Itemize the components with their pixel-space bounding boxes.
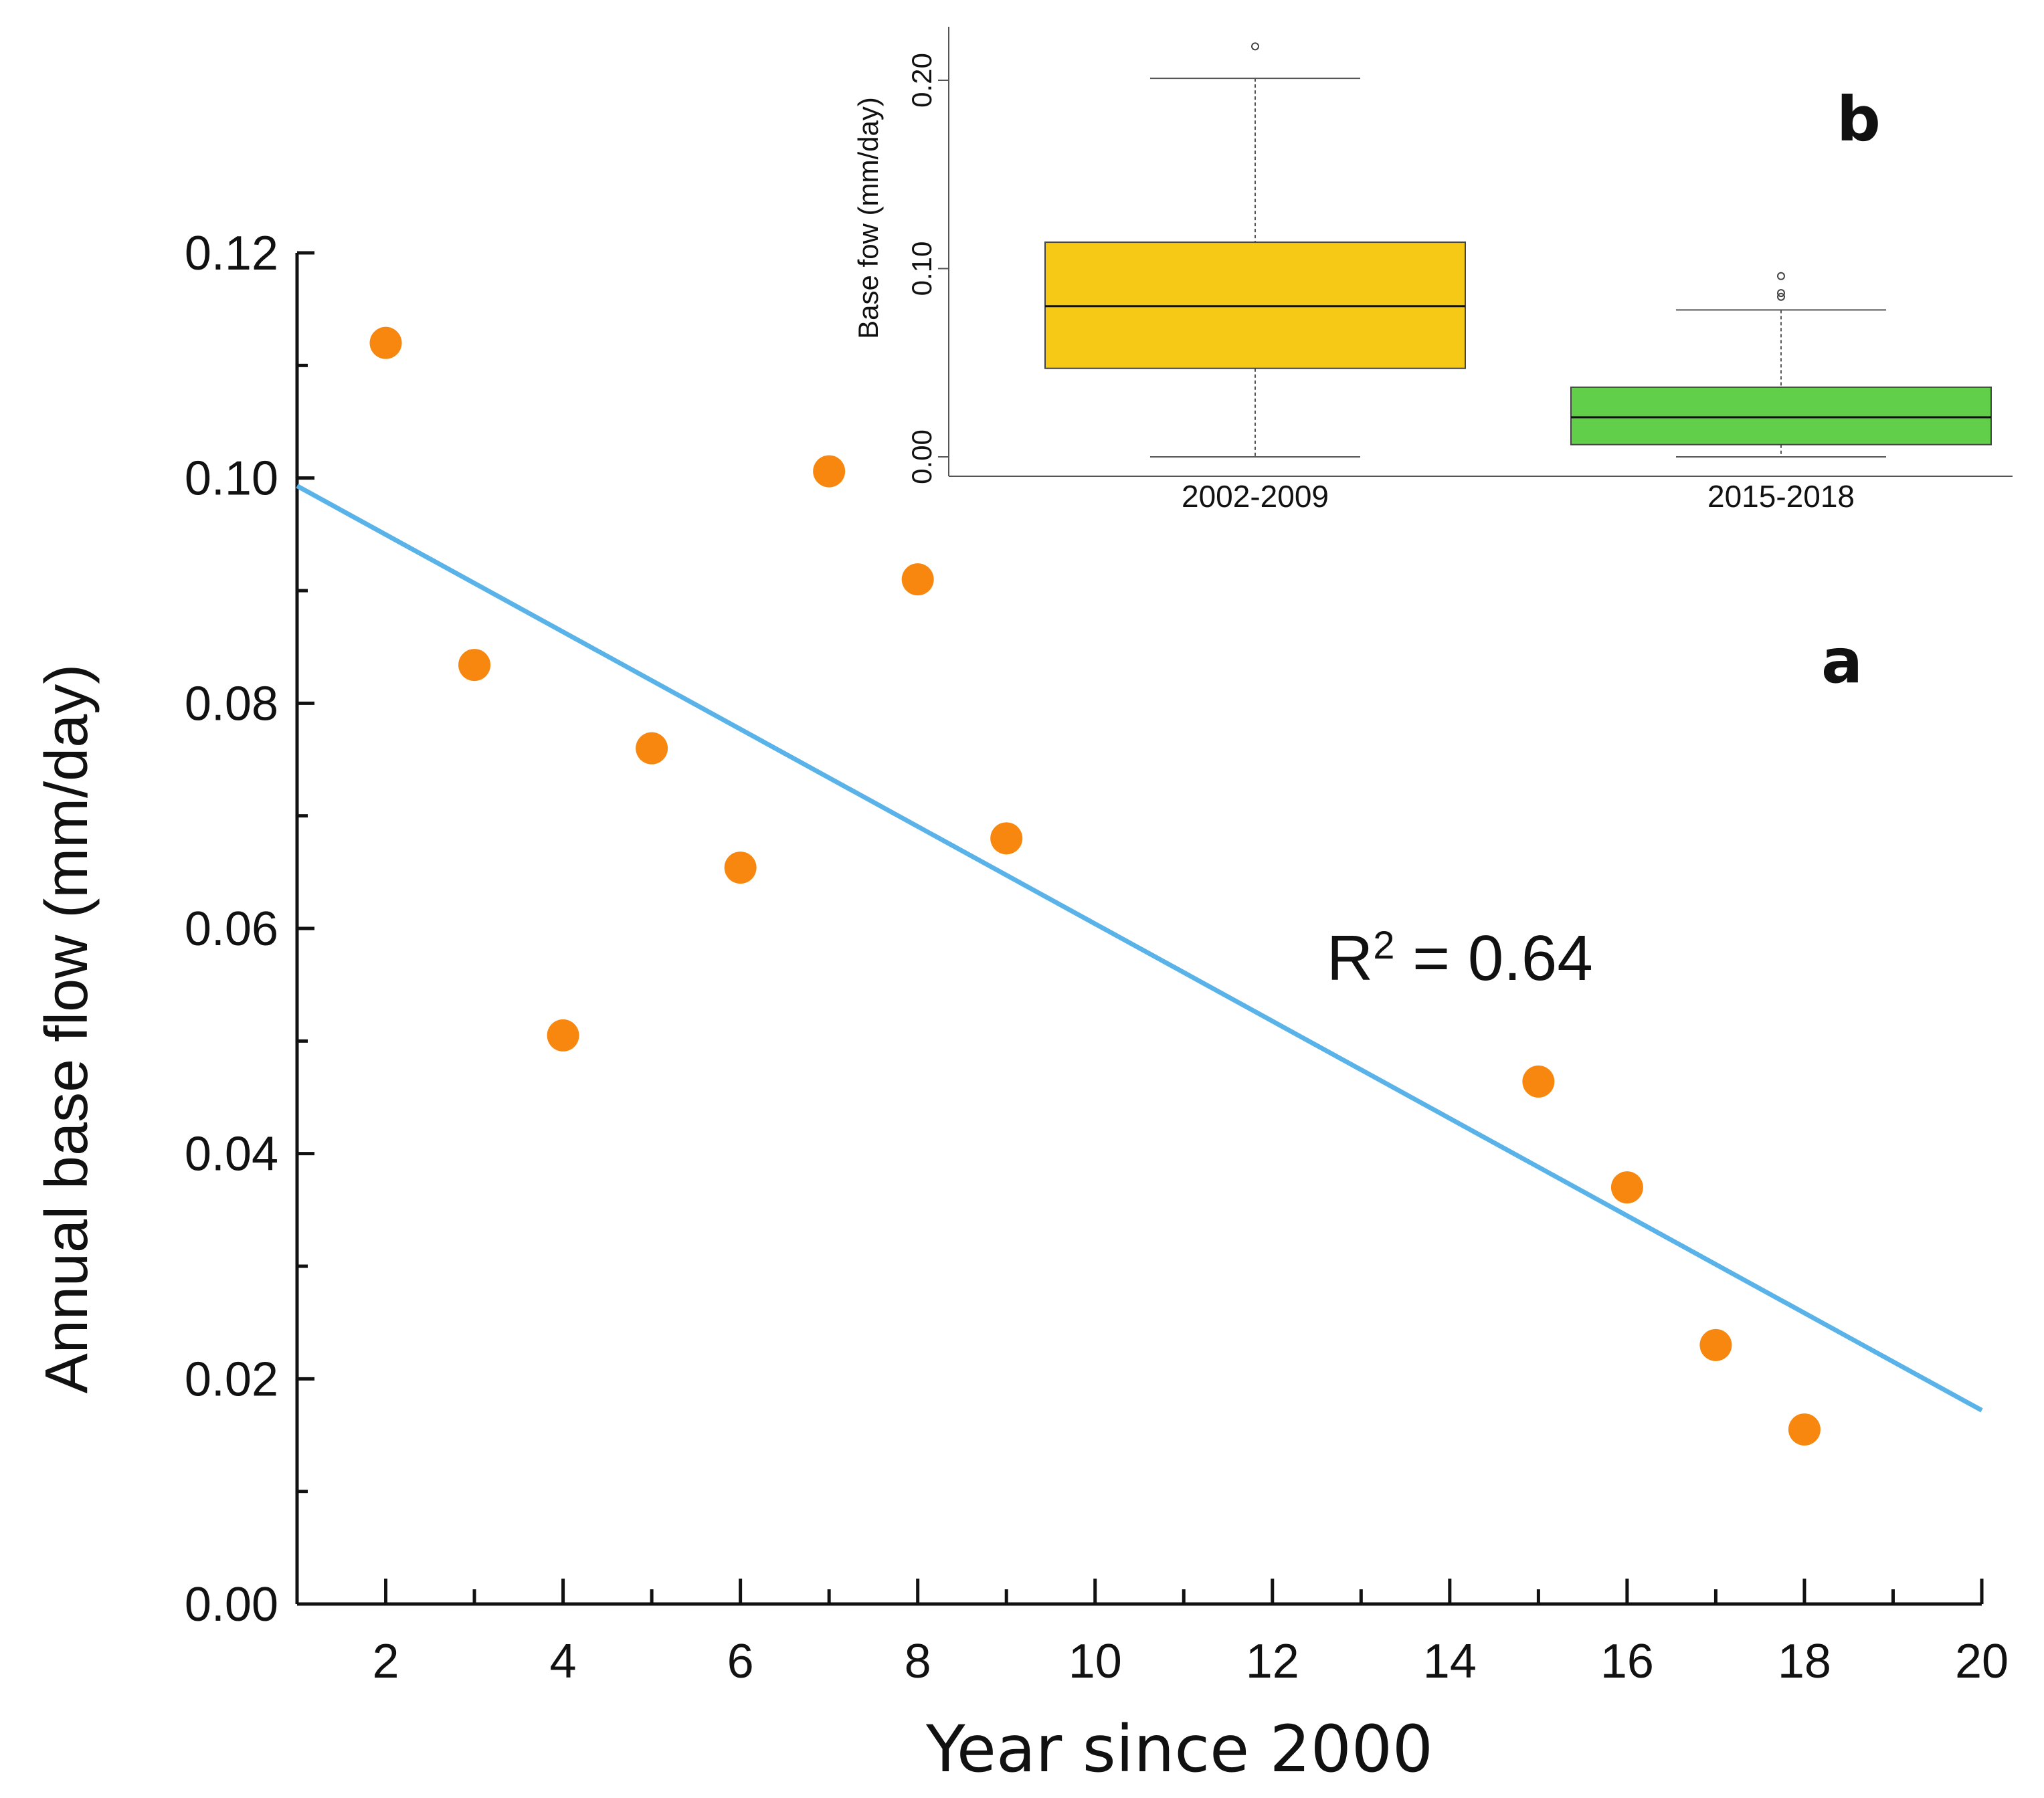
inset-y-tick-label-1: 0.10 — [906, 241, 937, 296]
outlier-0 — [1251, 42, 1259, 51]
r-symbol: R — [1327, 922, 1373, 994]
data-point-9 — [1610, 1171, 1643, 1204]
x-tick-label-5: 12 — [1246, 1635, 1299, 1688]
data-point-10 — [1699, 1328, 1732, 1361]
panel-label-a: a — [1821, 625, 1863, 697]
panel-label-b: b — [1837, 84, 1881, 155]
inset-y-tick-label-0: 0.00 — [906, 429, 937, 484]
box-iqr — [1570, 386, 1992, 445]
data-point-7 — [990, 822, 1023, 855]
data-point-8 — [1522, 1065, 1555, 1098]
y-tick-label-5: 0.10 — [185, 452, 278, 506]
data-point-1 — [458, 649, 491, 682]
y-tick-label-0: 0.00 — [185, 1578, 278, 1631]
boxes — [1044, 42, 1992, 458]
data-point-0 — [369, 326, 402, 359]
x-tick-label-6: 14 — [1423, 1635, 1477, 1688]
outlier-0 — [1777, 292, 1785, 301]
r-value: = 0.64 — [1394, 922, 1592, 994]
trend-line — [296, 484, 1983, 1413]
x-tick-label-3: 8 — [905, 1635, 931, 1688]
category-label-1: 2015-2018 — [1707, 479, 1855, 514]
scatter-panel-a: 0.00 0.02 0.04 0.06 0.08 0.10 0.12 2 4 6 8 10 12 14 1… — [33, 227, 2009, 1787]
x-tick-label-1: 4 — [550, 1635, 577, 1688]
x-tick-label-9: 20 — [1955, 1635, 2009, 1688]
data-point-11 — [1788, 1413, 1821, 1446]
y-tick-label-4: 0.08 — [185, 677, 278, 730]
data-point-3 — [636, 732, 668, 765]
y-tick-label-2: 0.04 — [185, 1128, 278, 1181]
data-point-5 — [813, 455, 846, 488]
boxplot-panel-b: 0.00 0.10 0.20 2002-2009 2015-2018 Base fow… — [852, 27, 2013, 514]
data-points — [369, 326, 1821, 1446]
data-point-2 — [547, 1019, 579, 1052]
x-tick-label-2: 6 — [727, 1635, 754, 1688]
r-superscript: 2 — [1373, 924, 1394, 967]
x-tick-label-7: 16 — [1600, 1635, 1654, 1688]
data-point-6 — [901, 563, 934, 596]
x-axis-label: Year since 2000 — [925, 1712, 1433, 1787]
inset-y-axis-label: Base fow (mm/day) — [852, 97, 884, 339]
box-0 — [1044, 42, 1466, 458]
inset-y-ticks: 0.00 0.10 0.20 — [906, 53, 949, 484]
category-label-0: 2002-2009 — [1182, 479, 1329, 514]
inset-category-labels: 2002-2009 2015-2018 — [1182, 479, 1855, 514]
y-tick-label-1: 0.02 — [185, 1353, 278, 1406]
y-axis-label: Annual base flow (mm/day) — [33, 664, 100, 1393]
y-tick-label-6: 0.12 — [185, 227, 278, 280]
x-ticks: 2 4 6 8 10 12 14 16 18 20 — [373, 1579, 2009, 1688]
outlier-2 — [1777, 272, 1785, 280]
outlier-1 — [1777, 289, 1785, 298]
inset-y-tick-label-2: 0.20 — [906, 53, 937, 108]
y-ticks: 0.00 0.02 0.04 0.06 0.08 0.10 0.12 — [185, 227, 314, 1631]
data-point-4 — [724, 852, 757, 884]
r-squared-annotation: R2 = 0.64 — [1327, 922, 1593, 994]
x-tick-label-8: 18 — [1778, 1635, 1831, 1688]
box-1 — [1570, 272, 1992, 458]
x-tick-label-0: 2 — [373, 1635, 399, 1688]
x-tick-label-4: 10 — [1069, 1635, 1122, 1688]
y-tick-label-3: 0.06 — [185, 902, 278, 956]
